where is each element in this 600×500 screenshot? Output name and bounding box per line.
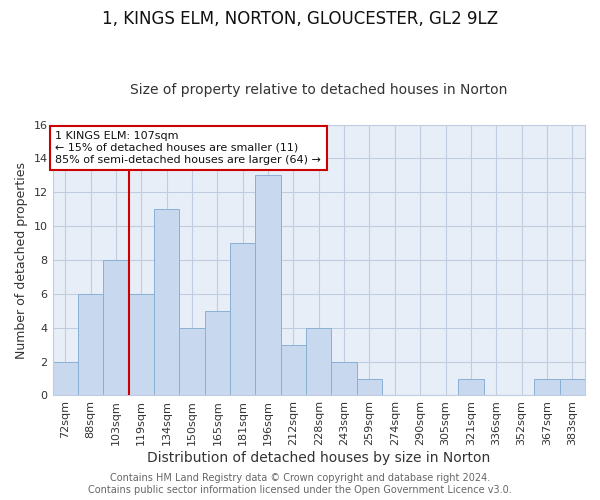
Bar xyxy=(179,328,205,396)
Bar xyxy=(357,378,382,396)
Bar xyxy=(281,344,306,396)
Bar xyxy=(560,378,585,396)
Text: 1, KINGS ELM, NORTON, GLOUCESTER, GL2 9LZ: 1, KINGS ELM, NORTON, GLOUCESTER, GL2 9L… xyxy=(102,10,498,28)
Bar xyxy=(78,294,103,396)
Bar xyxy=(154,209,179,396)
Bar xyxy=(331,362,357,396)
Bar xyxy=(128,294,154,396)
Y-axis label: Number of detached properties: Number of detached properties xyxy=(15,162,28,358)
Bar xyxy=(256,176,281,396)
Bar xyxy=(534,378,560,396)
Bar xyxy=(306,328,331,396)
Bar xyxy=(103,260,128,396)
X-axis label: Distribution of detached houses by size in Norton: Distribution of detached houses by size … xyxy=(147,451,490,465)
Bar xyxy=(205,311,230,396)
Bar xyxy=(458,378,484,396)
Title: Size of property relative to detached houses in Norton: Size of property relative to detached ho… xyxy=(130,83,508,97)
Text: Contains HM Land Registry data © Crown copyright and database right 2024.
Contai: Contains HM Land Registry data © Crown c… xyxy=(88,474,512,495)
Bar xyxy=(53,362,78,396)
Text: 1 KINGS ELM: 107sqm
← 15% of detached houses are smaller (11)
85% of semi-detach: 1 KINGS ELM: 107sqm ← 15% of detached ho… xyxy=(55,132,321,164)
Bar xyxy=(230,243,256,396)
